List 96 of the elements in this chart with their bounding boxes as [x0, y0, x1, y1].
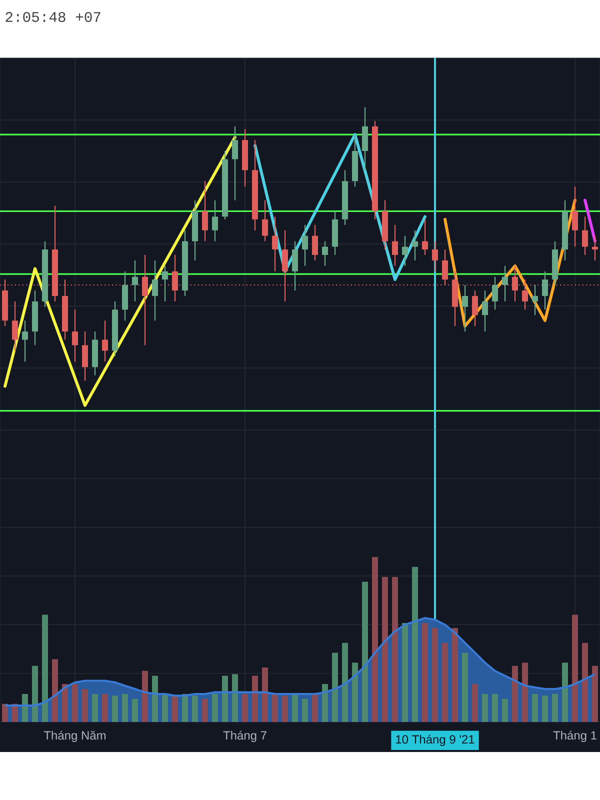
- candlestick: [152, 260, 158, 322]
- bar: [402, 623, 408, 722]
- candlestick: [392, 224, 398, 266]
- bar: [42, 614, 48, 722]
- bar: [332, 652, 338, 722]
- x-tick-label: 10 Tháng 9 '21: [396, 734, 474, 746]
- bar: [212, 694, 218, 722]
- candlestick: [472, 290, 478, 327]
- bar: [482, 694, 488, 722]
- candlestick: [272, 216, 278, 272]
- bar: [22, 694, 28, 722]
- bar: [82, 689, 88, 722]
- candlestick: [322, 240, 328, 266]
- candlestick: [12, 300, 18, 352]
- candlestick: [312, 224, 318, 261]
- bar: [52, 659, 58, 722]
- bar: [362, 582, 368, 722]
- bar: [62, 684, 68, 722]
- bar: [472, 684, 478, 722]
- bar: [462, 652, 468, 722]
- candlestick: [542, 270, 548, 310]
- candlestick: [162, 265, 168, 302]
- bar: [32, 666, 38, 722]
- bar: [382, 576, 388, 722]
- bar: [232, 674, 238, 722]
- bar: [522, 662, 528, 722]
- bar: [532, 694, 538, 722]
- x-tick-label: Tháng 7: [223, 730, 266, 742]
- bar: [572, 614, 578, 722]
- candlestick: [592, 235, 598, 261]
- bar: [92, 694, 98, 722]
- bar: [552, 694, 558, 722]
- candlestick: [22, 320, 28, 362]
- candlestick: [462, 284, 468, 332]
- candlestick: [532, 284, 538, 316]
- bar: [412, 566, 418, 722]
- bar: [342, 642, 348, 722]
- bar: [352, 662, 358, 722]
- candlestick: [82, 330, 88, 382]
- bar: [142, 670, 148, 722]
- candlestick: [302, 224, 308, 266]
- bar: [442, 642, 448, 722]
- bar: [182, 694, 188, 722]
- bar: [282, 696, 288, 722]
- bar: [172, 696, 178, 722]
- candlestick: [572, 186, 578, 248]
- candlestick: [232, 126, 238, 201]
- candlestick: [262, 200, 268, 242]
- x-tick-label: Tháng 1: [553, 730, 596, 742]
- bar: [112, 696, 118, 722]
- candlestick: [422, 218, 428, 256]
- x-tick-label: Tháng Năm: [44, 730, 106, 742]
- candlestick: [482, 290, 488, 332]
- bar: [192, 696, 198, 722]
- bar: [422, 623, 428, 722]
- candlestick: [492, 276, 498, 310]
- bar: [302, 698, 308, 722]
- bar: [162, 694, 168, 722]
- bar: [582, 642, 588, 722]
- candlestick: [402, 235, 408, 266]
- candlestick: [102, 320, 108, 362]
- bar: [252, 676, 258, 722]
- bar: [452, 628, 458, 722]
- bar: [202, 698, 208, 722]
- bar: [432, 628, 438, 722]
- candlestick: [72, 309, 78, 362]
- bar: [312, 694, 318, 722]
- candlestick: [202, 180, 208, 242]
- text: 2:05:48 +07: [6, 12, 100, 22]
- bar: [292, 694, 298, 722]
- candlestick: [412, 230, 418, 261]
- bar: [122, 694, 128, 722]
- candlestick: [582, 216, 588, 256]
- bar: [502, 698, 508, 722]
- bar: [322, 684, 328, 722]
- bar: [372, 557, 378, 722]
- bar: [132, 698, 138, 722]
- bar: [492, 694, 498, 722]
- bar: [592, 666, 598, 722]
- candlestick: [292, 240, 298, 292]
- bar: [542, 696, 548, 722]
- bar: [242, 694, 248, 722]
- bar: [72, 684, 78, 722]
- bar: [262, 668, 268, 722]
- bar: [272, 694, 278, 722]
- bar: [2, 704, 8, 722]
- bar: [102, 694, 108, 722]
- bar: [152, 676, 158, 722]
- bar: [392, 576, 398, 722]
- bar: [562, 662, 568, 722]
- candlestick: [132, 260, 138, 302]
- bar: [222, 676, 228, 722]
- candlestick: [212, 200, 218, 242]
- candlestick: [432, 240, 438, 272]
- candlestick: [502, 265, 508, 302]
- bar: [512, 666, 518, 722]
